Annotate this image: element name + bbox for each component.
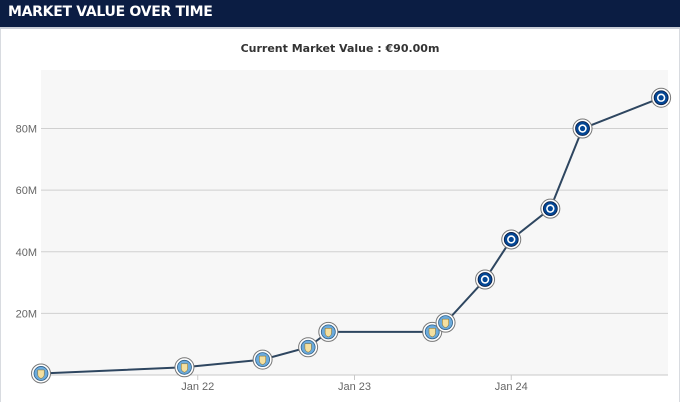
x-tick-label: Jan 22 bbox=[181, 381, 214, 393]
data-point bbox=[572, 118, 593, 139]
badge-shield bbox=[324, 328, 332, 338]
badge-lion bbox=[658, 95, 664, 101]
badge-shield bbox=[442, 318, 449, 328]
data-point bbox=[174, 357, 195, 378]
manchester-city-crest-icon bbox=[298, 337, 319, 358]
y-tick-label: 80M bbox=[16, 124, 37, 136]
plot-area bbox=[41, 70, 668, 375]
badge-shield bbox=[37, 369, 45, 379]
manchester-city-crest-icon bbox=[31, 363, 51, 384]
data-point bbox=[540, 198, 561, 219]
data-point bbox=[422, 321, 443, 342]
data-point bbox=[252, 349, 273, 370]
chelsea-crest-icon bbox=[501, 229, 522, 250]
data-point bbox=[31, 363, 51, 384]
y-tick-label: 60M bbox=[16, 185, 37, 197]
y-tick-label: 20M bbox=[16, 308, 37, 320]
badge-lion bbox=[508, 236, 514, 243]
chelsea-crest-icon bbox=[475, 269, 496, 290]
chelsea-crest-icon bbox=[540, 198, 561, 219]
x-tick-label: Jan 23 bbox=[338, 381, 371, 393]
x-tick-label: Jan 24 bbox=[495, 381, 528, 393]
data-point bbox=[501, 229, 522, 250]
header-bar: MARKET VALUE OVER TIME bbox=[0, 0, 680, 29]
badge-shield bbox=[428, 328, 436, 338]
badge-shield bbox=[180, 363, 188, 373]
data-point bbox=[651, 87, 672, 108]
manchester-city-crest-icon bbox=[252, 349, 273, 370]
manchester-city-crest-icon bbox=[435, 312, 456, 333]
y-tick-label: 40M bbox=[16, 247, 37, 259]
chelsea-crest-icon bbox=[651, 87, 672, 108]
data-point bbox=[435, 312, 456, 333]
badge-shield bbox=[304, 343, 312, 353]
current-market-value: Current Market Value : €90.00m bbox=[240, 42, 440, 55]
data-point bbox=[475, 269, 496, 290]
badge-lion bbox=[482, 276, 488, 283]
header-title: MARKET VALUE OVER TIME bbox=[8, 4, 213, 20]
badge-lion bbox=[579, 125, 586, 132]
badge-shield bbox=[259, 355, 267, 365]
data-point bbox=[298, 337, 319, 358]
manchester-city-crest-icon bbox=[174, 357, 195, 378]
chelsea-crest-icon bbox=[572, 118, 593, 139]
data-point bbox=[318, 321, 339, 342]
manchester-city-crest-icon bbox=[318, 321, 339, 342]
badge-lion bbox=[547, 206, 553, 212]
manchester-city-crest-icon bbox=[422, 321, 443, 342]
